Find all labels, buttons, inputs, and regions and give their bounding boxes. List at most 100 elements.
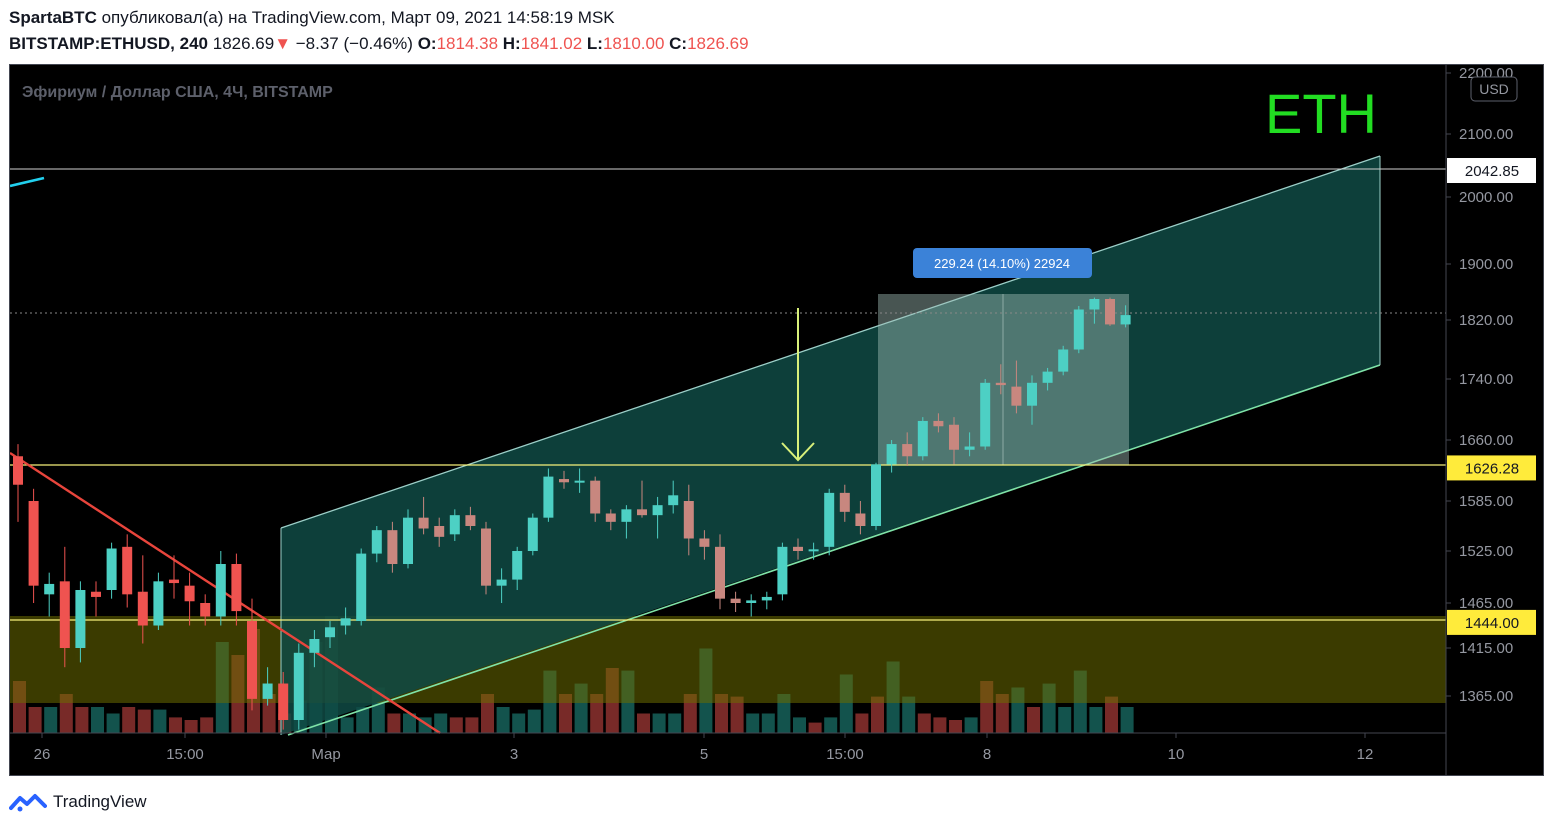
- candle-body: [325, 627, 335, 638]
- candle-body: [356, 553, 367, 621]
- volume-bar: [512, 713, 526, 733]
- candle: [169, 555, 179, 599]
- volume-bar: [44, 707, 58, 733]
- candle: [933, 413, 944, 433]
- support-zone: [10, 616, 1446, 703]
- candle: [543, 468, 554, 522]
- candle-body: [340, 618, 351, 626]
- candle-body: [543, 476, 554, 518]
- volume-bar: [652, 713, 666, 733]
- volume-bar: [527, 709, 541, 733]
- candle-body: [434, 526, 445, 537]
- candle: [761, 591, 772, 610]
- candle-body: [1105, 299, 1115, 325]
- price-tick-label: 2000.00: [1459, 189, 1513, 206]
- candle: [855, 501, 866, 535]
- author-name[interactable]: SpartaBTC: [9, 8, 97, 27]
- candle-body: [980, 382, 991, 447]
- price-labels: 2042.85 1626.28 1444.00: [1447, 158, 1536, 635]
- volume-bar: [481, 694, 494, 733]
- volume-bar: [824, 717, 838, 733]
- candle-body: [917, 420, 928, 457]
- candle-body: [995, 382, 1006, 386]
- volume-bar: [1105, 696, 1118, 733]
- candle: [777, 542, 788, 601]
- volume-bar: [434, 713, 448, 733]
- candle: [106, 542, 117, 599]
- candle-body: [949, 424, 959, 450]
- volume-bar: [387, 713, 401, 733]
- volume-bar: [91, 707, 104, 733]
- time-axis[interactable]: 26 15:00 Мар 3 5 15:00 8 10 12: [34, 733, 1374, 763]
- currency-badge[interactable]: USD: [1470, 76, 1518, 102]
- candle: [980, 379, 991, 450]
- candle: [1105, 297, 1115, 326]
- candle-body: [886, 444, 897, 465]
- candle-body: [746, 600, 757, 603]
- time-tick-label: 15:00: [826, 746, 864, 763]
- price-chart[interactable]: 229.24 (14.10%) 22924 Эфириум / Доллар С…: [9, 65, 1543, 775]
- channel-top-line: [280, 155, 1381, 529]
- volume-bar: [715, 694, 728, 733]
- volume-bar: [761, 713, 775, 733]
- candle-body: [418, 517, 429, 529]
- cyan-segment: [9, 176, 45, 188]
- candle: [449, 509, 460, 541]
- footer-brand[interactable]: TradingView: [9, 792, 147, 812]
- high-label: H:: [502, 34, 521, 53]
- chart-area[interactable]: 229.24 (14.10%) 22924 Эфириум / Доллар С…: [9, 64, 1544, 776]
- candle-body: [590, 480, 601, 514]
- volume-bar: [902, 696, 916, 733]
- candle: [605, 509, 616, 531]
- candle-body: [933, 420, 944, 427]
- volume-bar: [590, 694, 604, 733]
- candle: [434, 517, 445, 547]
- channel-bottom-line: [287, 364, 1381, 736]
- volume-bar: [808, 722, 822, 733]
- candle-body: [1011, 386, 1022, 406]
- price-axis[interactable]: 2200.002100.002000.001900.001820.001740.…: [1446, 65, 1513, 705]
- volume-bar: [28, 707, 42, 733]
- candle: [215, 551, 226, 626]
- candle-body: [75, 590, 86, 648]
- candle: [278, 672, 289, 730]
- publish-text: опубликовал(а) на TradingView.com, Март …: [101, 8, 615, 27]
- candle-body: [309, 639, 320, 653]
- candle: [652, 496, 663, 539]
- volume-bar: [59, 694, 73, 733]
- volume-bar: [169, 717, 182, 733]
- candle: [481, 521, 491, 595]
- time-tick-label: 5: [700, 746, 708, 763]
- measure-label: 229.24 (14.10%) 22924: [913, 248, 1092, 278]
- volume-bar: [75, 707, 89, 733]
- candle-body: [902, 444, 913, 457]
- candle: [496, 568, 507, 603]
- tradingview-logo-icon: [9, 794, 47, 812]
- chart-title: Эфириум / Доллар США, 4Ч, BITSTAMP: [22, 84, 333, 101]
- volume-bar: [403, 713, 416, 733]
- candle: [122, 534, 133, 608]
- volume-bar: [200, 717, 214, 733]
- candle: [793, 538, 803, 560]
- volume-bar: [933, 717, 947, 733]
- candle: [949, 417, 959, 465]
- candle-body: [28, 501, 39, 586]
- candle-body: [668, 495, 679, 506]
- candle: [387, 521, 398, 573]
- candle: [683, 484, 694, 556]
- candle-body: [793, 546, 803, 551]
- candle: [964, 432, 975, 457]
- volume-bar: [855, 713, 869, 733]
- candle: [262, 667, 273, 706]
- candle: [371, 526, 382, 563]
- candle: [137, 555, 148, 644]
- down-arrow-icon: ▼: [274, 34, 292, 53]
- candle-body: [871, 464, 881, 526]
- volume-bar: [730, 696, 744, 733]
- candle: [902, 432, 913, 467]
- candle-body: [231, 564, 242, 612]
- candle-body: [44, 583, 55, 595]
- eth-annotation: ETH: [1265, 82, 1377, 145]
- close-value: 1826.69: [687, 34, 749, 53]
- candle: [512, 546, 523, 590]
